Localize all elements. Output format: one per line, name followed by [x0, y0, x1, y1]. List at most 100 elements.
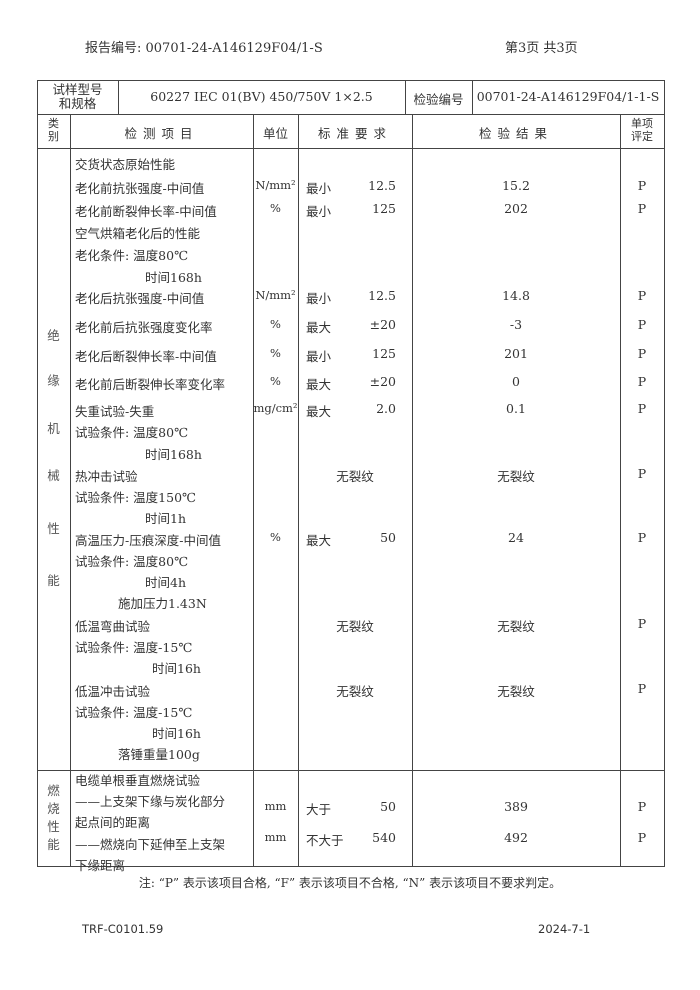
test-item: 低温冲击试验 — [75, 684, 151, 699]
label-line: 评定 — [631, 130, 653, 143]
report-number: 报告编号: 00701-24-A146129F04/1-S — [85, 41, 323, 56]
standard-value: 12.5 — [368, 178, 396, 193]
standard-label: 最小 — [306, 349, 332, 364]
standard-text: 无裂纹 — [336, 619, 374, 634]
standard-value: ±20 — [369, 374, 396, 389]
category-label: 缘 — [47, 373, 60, 388]
test-item: 下缘距离 — [75, 858, 126, 873]
unit-cell: % — [270, 374, 281, 388]
result-cell: 14.8 — [502, 288, 530, 303]
form-number: TRF-C0101.59 — [82, 922, 164, 936]
test-item: 时间4h — [145, 575, 187, 590]
test-item: 热冲击试验 — [75, 469, 138, 484]
evaluation-cell: P — [637, 681, 647, 696]
category-label: 燃 — [47, 783, 60, 798]
standard-value: 12.5 — [368, 288, 396, 303]
result-cell: 202 — [504, 201, 528, 216]
unit-cell: N/mm² — [255, 178, 296, 192]
label-line: 和规格 — [58, 96, 97, 111]
standard-value: 50 — [380, 530, 396, 545]
header-standard: 标准要求 — [317, 126, 392, 141]
result-cell: 492 — [504, 830, 528, 845]
result-cell: 0.1 — [506, 401, 526, 416]
test-item: 时间16h — [152, 726, 201, 741]
standard-label: 最小 — [306, 181, 332, 196]
table-line — [405, 80, 406, 114]
result-cell: 0 — [512, 374, 520, 389]
table-line — [253, 114, 254, 866]
table-line — [620, 114, 621, 866]
test-item: 时间168h — [145, 270, 202, 285]
test-item: 试验条件: 温度80℃ — [75, 425, 189, 440]
table-line — [70, 114, 71, 866]
table-line — [472, 80, 473, 114]
result-cell: 无裂纹 — [497, 684, 535, 699]
standard-value: ±20 — [369, 317, 396, 332]
unit-cell: % — [270, 317, 281, 331]
sample-model-value: 60227 IEC 01(BV) 450/750V 1×2.5 — [150, 89, 373, 104]
test-item: ——上支架下缘与炭化部分 — [75, 794, 226, 809]
unit-cell: % — [270, 201, 281, 215]
unit-cell: % — [270, 346, 281, 360]
test-item: 试验条件: 温度150℃ — [75, 490, 197, 505]
evaluation-cell: P — [637, 317, 647, 332]
test-item: 高温压力-压痕深度-中间值 — [75, 533, 221, 548]
standard-value: 125 — [372, 201, 396, 216]
unit-cell: mm — [264, 830, 287, 844]
sample-model-label: 试样型号 和规格 — [37, 83, 118, 111]
test-item: 老化前后断裂伸长率变化率 — [75, 377, 226, 392]
standard-text: 无裂纹 — [336, 469, 374, 484]
standard-label: 最大 — [306, 320, 332, 335]
table-line — [37, 80, 665, 81]
unit-cell: mg/cm² — [253, 401, 298, 415]
header-evaluation: 单项 评定 — [620, 117, 664, 143]
test-item: 老化条件: 温度80℃ — [75, 248, 189, 263]
label-line: 试样型号 — [52, 82, 103, 97]
category-label: 性 — [47, 521, 60, 536]
test-item: 老化前断裂伸长率-中间值 — [75, 204, 217, 219]
standard-label: 最大 — [306, 533, 332, 548]
standard-label: 最大 — [306, 404, 332, 419]
label-line: 别 — [48, 130, 59, 143]
test-item: 失重试验-失重 — [75, 404, 155, 419]
test-item: 低温弯曲试验 — [75, 619, 151, 634]
standard-label: 不大于 — [306, 833, 344, 848]
test-item: 试验条件: 温度-15℃ — [75, 705, 193, 720]
table-line — [664, 80, 665, 867]
unit-cell: N/mm² — [255, 288, 296, 302]
result-cell: 24 — [508, 530, 524, 545]
test-item: 试验条件: 温度80℃ — [75, 554, 189, 569]
page-number: 第3页 共3页 — [505, 41, 578, 56]
evaluation-cell: P — [637, 830, 647, 845]
inspection-number-value: 00701-24-A146129F04/1-1-S — [476, 89, 660, 104]
standard-value: 50 — [380, 799, 396, 814]
test-item: 起点间的距离 — [75, 815, 151, 830]
evaluation-cell: P — [637, 466, 647, 481]
test-item: 老化后断裂伸长率-中间值 — [75, 349, 217, 364]
evaluation-cell: P — [637, 530, 647, 545]
standard-text: 无裂纹 — [336, 684, 374, 699]
header-category: 类 别 — [37, 117, 70, 143]
evaluation-cell: P — [637, 799, 647, 814]
evaluation-cell: P — [637, 374, 647, 389]
unit-cell: % — [270, 530, 281, 544]
label-line: 单项 — [631, 117, 653, 130]
inspection-number-label: 检验编号 — [413, 92, 464, 107]
result-cell: 无裂纹 — [497, 619, 535, 634]
evaluation-cell: P — [637, 201, 647, 216]
test-item: 时间1h — [145, 511, 187, 526]
result-cell: 389 — [504, 799, 528, 814]
legend-note: 注: “P” 表示该项目合格, “F” 表示该项目不合格, “N” 表示该项目不… — [138, 876, 562, 890]
table-line — [298, 114, 299, 866]
evaluation-cell: P — [637, 288, 647, 303]
category-label: 烧 — [47, 801, 60, 816]
category-label: 械 — [47, 468, 60, 483]
table-line — [37, 866, 665, 867]
test-item: ——燃烧向下延伸至上支架 — [75, 837, 226, 852]
standard-label: 最小 — [306, 204, 332, 219]
standard-value: 125 — [372, 346, 396, 361]
label-line: 类 — [48, 117, 59, 130]
table-line — [37, 80, 38, 867]
test-item: 老化后抗张强度-中间值 — [75, 291, 205, 306]
test-item: 空气烘箱老化后的性能 — [75, 226, 201, 241]
